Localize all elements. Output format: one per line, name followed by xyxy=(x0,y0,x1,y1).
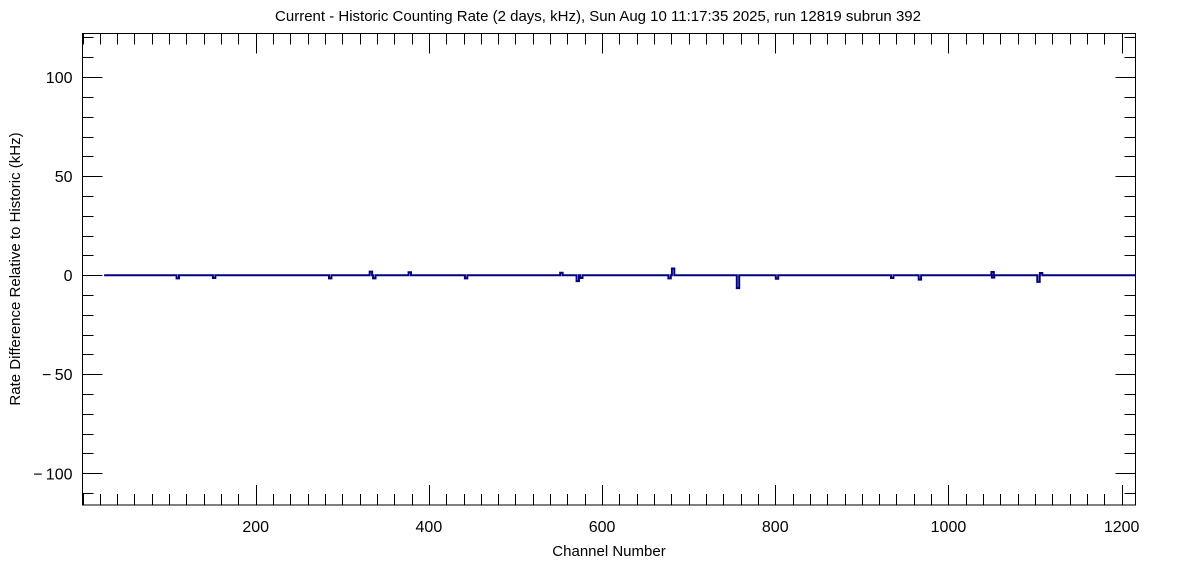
y-tick-label: 50 xyxy=(55,169,73,186)
y-axis-title: Rate Difference Relative to Historic (kH… xyxy=(7,132,24,405)
x-tick-label: 200 xyxy=(242,519,269,536)
x-tick-label: 1000 xyxy=(931,519,967,536)
y-tick-label: − 100 xyxy=(33,466,72,483)
y-axis-tick-labels: 100 50 0 − 50 − 100 xyxy=(33,70,72,483)
data-series-line xyxy=(104,267,1136,290)
x-tick-label: 400 xyxy=(416,519,443,536)
x-axis-title: Channel Number xyxy=(552,543,665,560)
plot-frame xyxy=(82,33,1136,506)
x-axis-tick-labels: 200 400 600 800 1000 1200 xyxy=(242,519,1139,536)
y-tick-label: − 50 xyxy=(42,367,72,384)
y-tick-label: 100 xyxy=(46,70,73,87)
x-tick-label: 800 xyxy=(762,519,789,536)
x-tick-label: 1200 xyxy=(1104,519,1140,536)
x-tick-label: 600 xyxy=(589,519,616,536)
y-axis-ticks xyxy=(82,37,1136,494)
page-title: Current - Historic Counting Rate (2 days… xyxy=(275,8,921,25)
x-axis-ticks xyxy=(83,33,1123,505)
y-tick-label: 0 xyxy=(64,268,73,285)
